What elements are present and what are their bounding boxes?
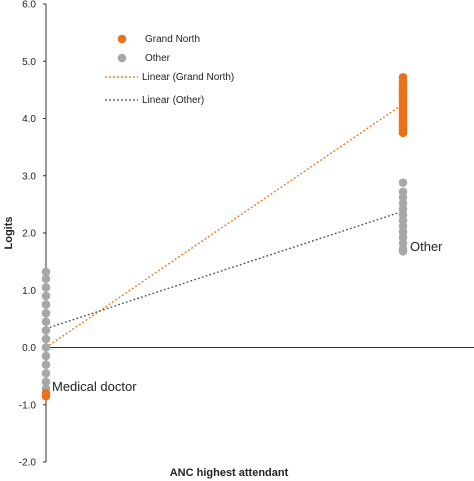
legend-label-grand-north: Grand North (145, 34, 200, 45)
legend-swatch-other (117, 53, 127, 63)
category-label-other: Other (410, 239, 443, 254)
marker-other (398, 178, 408, 187)
marker-other (398, 247, 408, 256)
marker-other (41, 360, 51, 369)
y-tick-label: 4.0 (22, 114, 36, 125)
y-tick-label: -2.0 (19, 458, 37, 469)
marker-other (41, 267, 51, 277)
marker-other (41, 351, 51, 361)
y-tick-label: 0.0 (22, 343, 36, 354)
legend: Grand North Other Linear (Grand North) Line… (105, 34, 234, 106)
legend-label-linear-grand-north: Linear (Grand North) (142, 72, 234, 83)
trendline-linear-other (45, 210, 404, 330)
legend-label-linear-other: Linear (Other) (142, 95, 204, 106)
marker-other (41, 300, 51, 309)
trendlines (45, 103, 404, 349)
marker-other (41, 317, 51, 327)
y-axis-label: Logits (3, 217, 15, 250)
y-tick-label: 1.0 (22, 286, 36, 297)
y-tick-label: 5.0 (22, 57, 36, 68)
data-markers (41, 72, 408, 401)
y-tick-label: -1.0 (19, 400, 37, 411)
category-labels: Medical doctor Other (52, 239, 443, 394)
marker-other (41, 308, 51, 318)
y-tick-label: 6.0 (22, 0, 36, 11)
marker-other (41, 343, 51, 352)
legend-label-other: Other (145, 53, 171, 64)
marker-grand-north (398, 72, 408, 82)
marker-other (41, 377, 51, 387)
marker-other (41, 368, 51, 378)
marker-other (41, 326, 51, 335)
marker-other (41, 334, 51, 344)
trendline-linear-grand-north (45, 103, 404, 349)
y-tick-label: 2.0 (22, 229, 36, 240)
marker-grand-north (41, 391, 51, 401)
marker-other (41, 283, 51, 292)
marker-other (41, 274, 51, 284)
x-axis-label: ANC highest attendant (170, 467, 289, 479)
y-tick-label: 3.0 (22, 171, 36, 182)
y-tick-labels: -2.0 -1.0 0.0 1.0 2.0 3.0 4.0 5.0 6.0 (19, 0, 46, 469)
marker-other (41, 291, 51, 301)
category-label-medical-doctor: Medical doctor (52, 379, 137, 394)
legend-swatch-grand-north (117, 34, 127, 44)
